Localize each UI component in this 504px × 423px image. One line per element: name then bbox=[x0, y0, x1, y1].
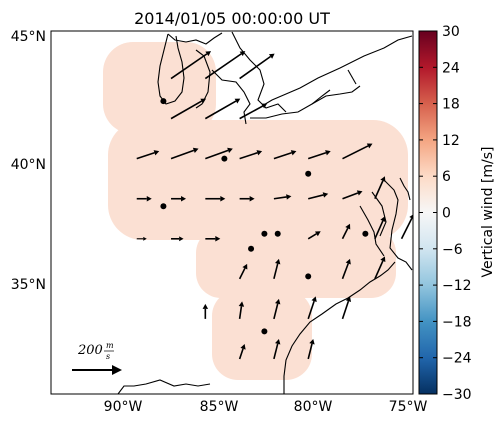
wind-vector bbox=[341, 223, 351, 240]
colorbar-tick-label: −12 bbox=[442, 278, 472, 294]
colorbar: 30 24 18 12 6 0 −6 −12 −18 −24 −30 Vertical wind [… bbox=[418, 24, 496, 403]
wind-vector bbox=[239, 195, 255, 202]
wind-vector bbox=[307, 231, 321, 240]
wind-vector bbox=[171, 236, 184, 242]
wind-vector bbox=[170, 147, 199, 160]
coverage-region bbox=[103, 42, 408, 380]
wind-vector bbox=[342, 190, 363, 200]
station-marker bbox=[248, 245, 255, 252]
wind-vector bbox=[136, 195, 152, 202]
lat-label-40: 40°N bbox=[11, 157, 46, 173]
colorbar-label: Vertical wind [m/s] bbox=[480, 147, 496, 278]
colorbar-tick-label: 0 bbox=[442, 206, 451, 222]
map-title: 2014/01/05 00:00:00 UT bbox=[134, 9, 330, 28]
wind-vector bbox=[171, 195, 187, 202]
wind-vector bbox=[400, 214, 413, 240]
longitude-labels: 90°W 85°W 80°W 75°W bbox=[104, 399, 428, 415]
station-marker bbox=[261, 230, 268, 237]
wind-vector bbox=[202, 303, 209, 319]
map-area: 200 m s bbox=[51, 31, 413, 394]
wind-vector bbox=[205, 236, 221, 242]
wind-vector bbox=[273, 338, 281, 360]
map-frame bbox=[50, 30, 414, 395]
scale-arrow: 200 m s bbox=[72, 341, 122, 375]
wind-vector bbox=[170, 51, 212, 80]
wind-vector bbox=[307, 338, 315, 360]
colorbar-tick-label: 18 bbox=[442, 97, 460, 113]
wind-vector bbox=[273, 258, 281, 280]
colorbar-tick-label: 24 bbox=[442, 60, 460, 76]
station-marker bbox=[261, 328, 268, 335]
station-marker bbox=[160, 203, 167, 210]
wind-vector bbox=[374, 216, 386, 240]
station-marker bbox=[160, 98, 167, 105]
wind-vector bbox=[238, 263, 248, 280]
latitude-labels: 45°N 40°N 35°N bbox=[11, 29, 46, 293]
wind-vector bbox=[238, 343, 246, 360]
colorbar-tick-label: −6 bbox=[442, 242, 463, 258]
lon-label-90: 90°W bbox=[104, 399, 143, 415]
wind-vector bbox=[204, 51, 246, 80]
wind-vector bbox=[307, 296, 317, 320]
colorbar-tick-label: 12 bbox=[442, 133, 460, 149]
colorbar-tick-label: −18 bbox=[442, 314, 472, 330]
colorbar-tick-label: 6 bbox=[442, 169, 451, 185]
station-marker bbox=[221, 155, 228, 162]
scale-arrow-value: 200 bbox=[77, 343, 103, 358]
wind-vector bbox=[136, 236, 147, 241]
wind-vector bbox=[341, 296, 352, 320]
lat-label-45: 45°N bbox=[11, 29, 46, 45]
wind-vector bbox=[238, 301, 245, 320]
colorbar-tick-label: 30 bbox=[442, 24, 460, 40]
wind-vector bbox=[307, 150, 331, 160]
wind-vector bbox=[136, 150, 160, 160]
colorbar-tick-label: −24 bbox=[442, 351, 472, 367]
station-marker bbox=[305, 170, 312, 177]
wind-vector bbox=[204, 98, 241, 120]
wind-vector bbox=[170, 98, 207, 120]
lon-label-85: 85°W bbox=[200, 399, 239, 415]
wind-vector bbox=[341, 258, 351, 280]
lat-label-35: 35°N bbox=[11, 277, 46, 293]
lon-label-75: 75°W bbox=[389, 399, 428, 415]
scale-arrow-unit-den: s bbox=[106, 352, 110, 361]
wind-vector bbox=[239, 53, 275, 80]
wind-vector bbox=[374, 256, 386, 280]
wind-vector bbox=[342, 143, 373, 160]
wind-vectors bbox=[136, 51, 413, 360]
colorbar-tick-label: −30 bbox=[442, 387, 472, 403]
colorbar-ticks: 30 24 18 12 6 0 −6 −12 −18 −24 −30 bbox=[419, 24, 472, 403]
wind-vector bbox=[273, 298, 281, 320]
wind-vector bbox=[205, 147, 233, 160]
scale-arrow-unit-num: m bbox=[106, 341, 114, 350]
station-marker bbox=[305, 273, 312, 280]
station-marker bbox=[362, 230, 369, 237]
station-markers bbox=[160, 98, 369, 335]
wind-vector bbox=[239, 150, 263, 160]
wind-vector bbox=[308, 192, 329, 200]
lon-label-80: 80°W bbox=[294, 399, 333, 415]
wind-vector bbox=[239, 103, 268, 120]
wind-vector bbox=[273, 194, 292, 200]
station-marker bbox=[274, 230, 281, 237]
wind-vector bbox=[205, 195, 226, 202]
coastlines bbox=[117, 31, 413, 394]
wind-vector bbox=[273, 150, 297, 160]
wind-vector bbox=[374, 176, 386, 200]
